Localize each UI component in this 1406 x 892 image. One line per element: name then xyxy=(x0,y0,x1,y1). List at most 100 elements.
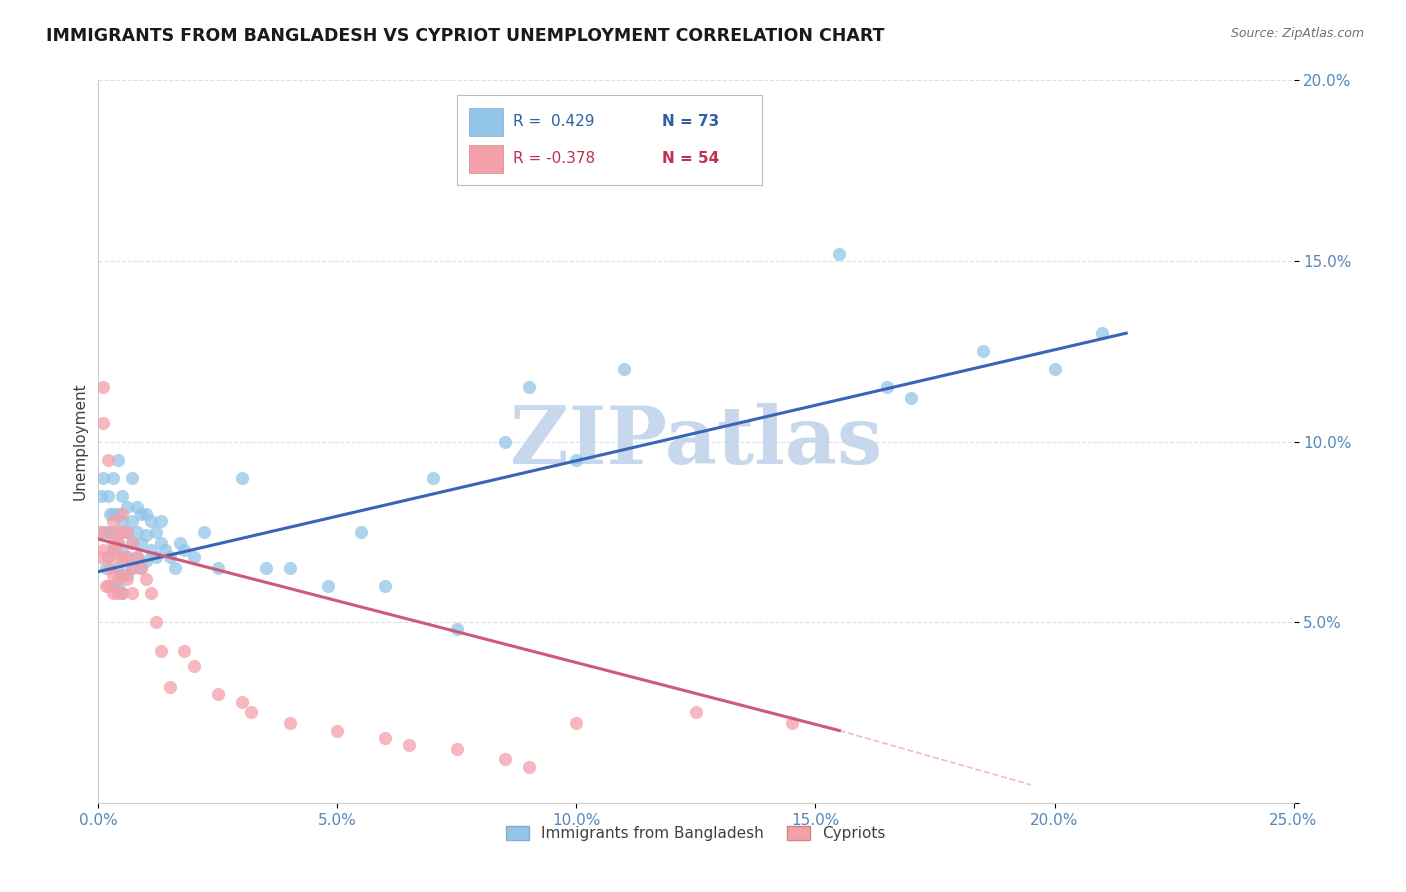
Point xyxy=(97,579,120,593)
Point xyxy=(517,760,540,774)
Point xyxy=(101,535,124,549)
Point xyxy=(139,542,162,557)
Point xyxy=(494,752,516,766)
Point xyxy=(111,507,134,521)
Point xyxy=(91,542,114,557)
Point xyxy=(121,514,143,528)
Point xyxy=(121,561,143,575)
FancyBboxPatch shape xyxy=(470,145,503,173)
Point xyxy=(115,500,138,514)
Point xyxy=(104,542,127,557)
Point xyxy=(115,550,138,565)
Point xyxy=(135,507,157,521)
Point xyxy=(131,561,153,575)
Point xyxy=(231,695,253,709)
Point xyxy=(91,524,114,539)
Point xyxy=(111,542,134,557)
Point xyxy=(446,623,468,637)
Point xyxy=(97,489,120,503)
Point xyxy=(316,579,339,593)
Point xyxy=(1091,326,1114,340)
Point xyxy=(101,514,124,528)
Point xyxy=(115,524,138,539)
Point xyxy=(1043,362,1066,376)
Point xyxy=(101,471,124,485)
Legend: Immigrants from Bangladesh, Cypriots: Immigrants from Bangladesh, Cypriots xyxy=(501,820,891,847)
Point xyxy=(94,561,117,575)
Point xyxy=(115,568,138,582)
Point xyxy=(350,524,373,539)
Point xyxy=(231,471,253,485)
Point xyxy=(155,542,177,557)
Point xyxy=(111,586,134,600)
Point xyxy=(101,542,124,557)
Point xyxy=(90,489,112,503)
Point xyxy=(97,524,120,539)
Point xyxy=(517,380,540,394)
Point xyxy=(125,500,148,514)
Point xyxy=(121,561,143,575)
Point xyxy=(159,550,181,565)
Point xyxy=(98,561,122,575)
Point xyxy=(97,550,120,565)
Point xyxy=(125,524,148,539)
Point xyxy=(90,550,112,565)
Point xyxy=(121,471,143,485)
Point xyxy=(183,658,205,673)
Point xyxy=(101,568,124,582)
Point xyxy=(131,561,153,575)
Point xyxy=(91,471,114,485)
Point xyxy=(876,380,898,394)
Point xyxy=(101,579,124,593)
Point xyxy=(139,514,162,528)
Point xyxy=(121,535,143,549)
Point xyxy=(107,572,129,586)
Point xyxy=(98,507,122,521)
Point xyxy=(111,550,134,565)
Point xyxy=(97,524,120,539)
Point xyxy=(111,489,134,503)
Point xyxy=(828,246,851,260)
FancyBboxPatch shape xyxy=(470,108,503,136)
Point xyxy=(183,550,205,565)
Point xyxy=(173,644,195,658)
Point xyxy=(89,524,111,539)
Point xyxy=(91,380,114,394)
Point xyxy=(101,586,124,600)
Point xyxy=(107,507,129,521)
Point xyxy=(613,362,636,376)
Point xyxy=(111,568,134,582)
Point xyxy=(97,452,120,467)
FancyBboxPatch shape xyxy=(457,95,762,185)
Point xyxy=(125,550,148,565)
Point xyxy=(494,434,516,449)
Point xyxy=(107,561,129,575)
Point xyxy=(169,535,191,549)
Point xyxy=(107,579,129,593)
Point xyxy=(149,514,172,528)
Point xyxy=(101,524,124,539)
Point xyxy=(972,344,994,359)
Text: IMMIGRANTS FROM BANGLADESH VS CYPRIOT UNEMPLOYMENT CORRELATION CHART: IMMIGRANTS FROM BANGLADESH VS CYPRIOT UN… xyxy=(46,27,884,45)
Point xyxy=(135,528,157,542)
Point xyxy=(101,542,124,557)
Point xyxy=(446,741,468,756)
Point xyxy=(121,535,143,549)
Text: N = 73: N = 73 xyxy=(662,114,720,129)
Text: N = 54: N = 54 xyxy=(662,152,720,167)
Point xyxy=(207,687,229,701)
Point xyxy=(101,507,124,521)
Text: R = -0.378: R = -0.378 xyxy=(513,152,595,167)
Point xyxy=(139,586,162,600)
Point xyxy=(111,586,134,600)
Point xyxy=(107,535,129,549)
Text: Source: ZipAtlas.com: Source: ZipAtlas.com xyxy=(1230,27,1364,40)
Point xyxy=(107,535,129,549)
Point xyxy=(278,561,301,575)
Point xyxy=(115,572,138,586)
Point xyxy=(111,524,134,539)
Point xyxy=(254,561,277,575)
Point xyxy=(149,644,172,658)
Point xyxy=(97,550,120,565)
Point xyxy=(398,738,420,752)
